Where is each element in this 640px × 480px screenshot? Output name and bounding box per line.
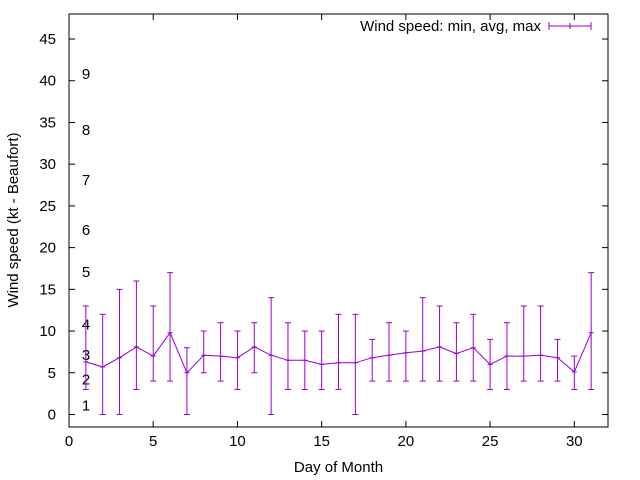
x-tick-label: 20 [398, 433, 415, 450]
y-tick-label: 5 [48, 365, 56, 382]
error-bar-point [217, 322, 224, 382]
error-bar-point [487, 338, 494, 390]
error-bar-point [453, 322, 460, 382]
beaufort-label: 6 [82, 222, 90, 239]
error-bar-point [133, 280, 140, 390]
error-bar-point [284, 322, 291, 390]
beaufort-label: 1 [82, 397, 90, 414]
x-tick-label: 25 [482, 433, 499, 450]
error-bar-point [268, 297, 275, 415]
error-bar-point [318, 330, 325, 390]
beaufort-label: 8 [82, 122, 90, 139]
error-bar-point [470, 313, 477, 382]
wind-series [82, 272, 595, 415]
y-tick-label: 30 [39, 156, 56, 173]
error-bar-point [369, 338, 376, 382]
x-tick-label: 15 [313, 433, 330, 450]
beaufort-label: 5 [82, 264, 90, 281]
y-tick-label: 0 [48, 406, 56, 423]
error-bar-point [99, 313, 106, 415]
error-bar-point [234, 330, 241, 390]
y-tick-label: 15 [39, 281, 56, 298]
y-tick-label: 20 [39, 240, 56, 257]
x-axis-label: Day of Month [294, 459, 383, 476]
y-tick-label: 35 [39, 114, 56, 131]
y-axis-label: Wind speed (kt - Beaufort) [5, 132, 22, 307]
error-bar-point [200, 330, 207, 374]
error-bar-point [82, 305, 89, 390]
plot-border [68, 13, 609, 428]
error-bar-point [386, 322, 393, 382]
x-tick-label: 0 [65, 433, 73, 450]
x-tick-label: 5 [149, 433, 157, 450]
error-bar-point [436, 305, 443, 382]
y-tick-label: 10 [39, 323, 56, 340]
error-bar-point [167, 272, 174, 382]
legend-label: Wind speed: min, avg, max [360, 18, 541, 35]
x-tick-label: 30 [566, 433, 583, 450]
x-tick-label: 10 [229, 433, 246, 450]
error-bar-point [352, 313, 359, 415]
beaufort-label: 7 [82, 172, 90, 189]
legend: Wind speed: min, avg, max [360, 18, 592, 35]
y-tick-label: 25 [39, 198, 56, 215]
error-bar-point [402, 330, 409, 382]
y-tick-label: 45 [39, 31, 56, 48]
error-bar-point [520, 305, 527, 382]
error-bar-point [571, 355, 578, 390]
beaufort-label: 9 [82, 66, 90, 83]
error-bar-point [503, 322, 510, 390]
error-bar-point [335, 313, 342, 390]
error-bar-point [537, 305, 544, 382]
error-bar-point [301, 330, 308, 390]
error-bar-point [116, 288, 123, 415]
plot-frame [68, 13, 609, 428]
error-bar-point [150, 305, 157, 382]
error-bar-point [588, 272, 595, 390]
error-bar-point [419, 297, 426, 382]
error-bar-point [554, 338, 561, 382]
y-tick-label: 40 [39, 73, 56, 90]
error-bar-point [251, 322, 258, 374]
error-bar-point [183, 347, 190, 415]
